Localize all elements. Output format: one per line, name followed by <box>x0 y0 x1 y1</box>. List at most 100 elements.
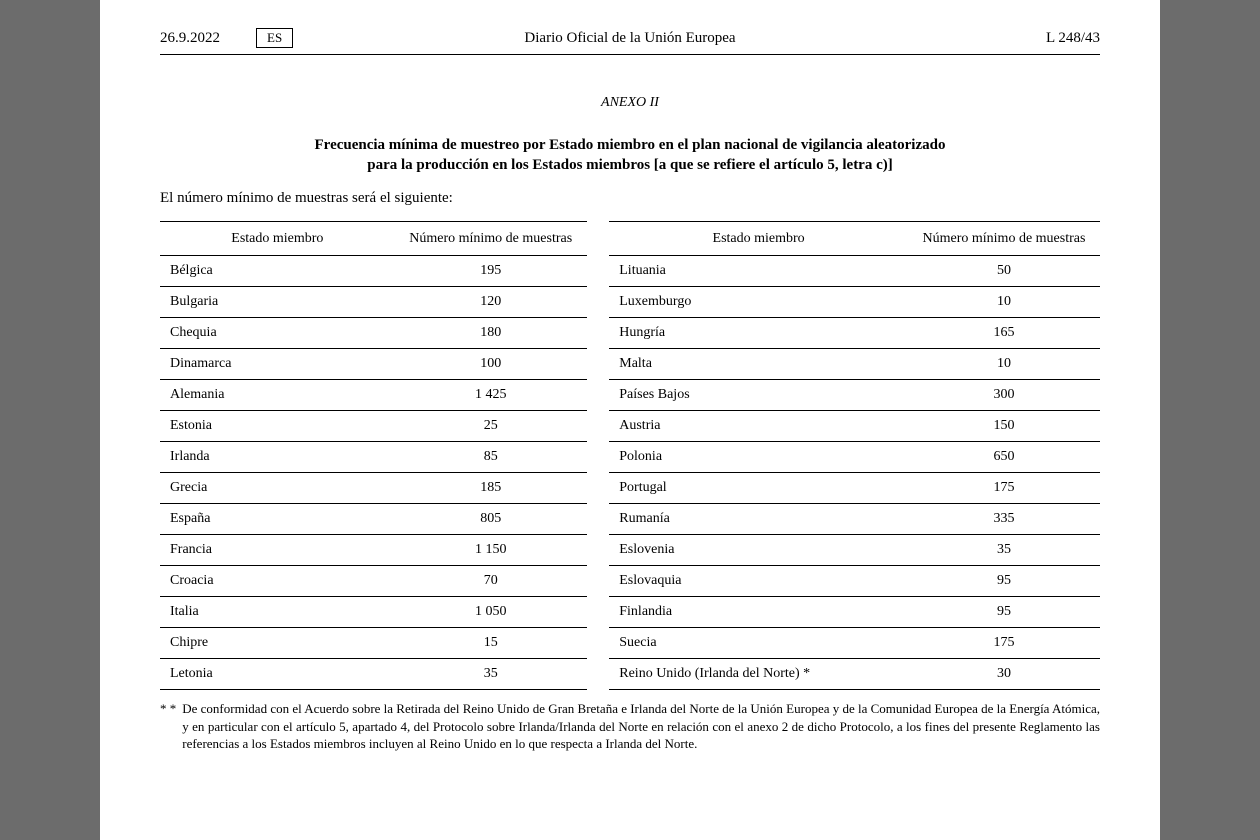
cell-samples-a: 85 <box>395 442 587 473</box>
cell-state-b: Eslovenia <box>609 535 908 566</box>
header-journal: Diario Oficial de la Unión Europea <box>524 30 735 47</box>
cell-state-a: Italia <box>160 597 395 628</box>
title-line-1: Frecuencia mínima de muestreo por Estado… <box>315 137 946 153</box>
table-row: España805Rumanía335 <box>160 504 1100 535</box>
cell-samples-b: 335 <box>908 504 1100 535</box>
cell-state-b: Eslovaquia <box>609 566 908 597</box>
table-row: Chequia180 Hungría165 <box>160 318 1100 349</box>
cell-samples-a: 70 <box>395 566 587 597</box>
cell-state-a: España <box>160 504 395 535</box>
samples-table: Estado miembro Número mínimo de muestras… <box>160 221 1100 691</box>
cell-state-b: Portugal <box>609 473 908 504</box>
cell-samples-a: 25 <box>395 411 587 442</box>
cell-gap <box>587 597 610 628</box>
cell-gap <box>587 535 610 566</box>
cell-samples-b: 50 <box>908 256 1100 287</box>
table-header-row: Estado miembro Número mínimo de muestras… <box>160 221 1100 256</box>
col-header-samples-a: Número mínimo de muestras <box>395 221 587 256</box>
cell-state-b: Malta <box>609 349 908 380</box>
annex-label: ANEXO II <box>160 95 1100 111</box>
cell-samples-a: 1 050 <box>395 597 587 628</box>
cell-samples-a: 1 150 <box>395 535 587 566</box>
cell-state-b: Austria <box>609 411 908 442</box>
cell-samples-a: 195 <box>395 256 587 287</box>
cell-samples-a: 35 <box>395 659 587 690</box>
cell-gap <box>587 380 610 411</box>
table-row: Dinamarca100 Malta10 <box>160 349 1100 380</box>
table-row: Francia1 150 Eslovenia35 <box>160 535 1100 566</box>
cell-gap <box>587 349 610 380</box>
header-language: ES <box>256 28 293 48</box>
table-row: Alemania1 425Países Bajos300 <box>160 380 1100 411</box>
col-header-state-a: Estado miembro <box>160 221 395 256</box>
cell-gap <box>587 628 610 659</box>
cell-samples-b: 30 <box>908 659 1100 690</box>
table-row: Irlanda85Polonia650 <box>160 442 1100 473</box>
col-header-state-b: Estado miembro <box>609 221 908 256</box>
cell-state-a: Chipre <box>160 628 395 659</box>
cell-gap <box>587 256 610 287</box>
cell-gap <box>587 566 610 597</box>
cell-samples-b: 300 <box>908 380 1100 411</box>
cell-samples-b: 95 <box>908 566 1100 597</box>
cell-state-b: Hungría <box>609 318 908 349</box>
cell-samples-a: 185 <box>395 473 587 504</box>
cell-samples-a: 15 <box>395 628 587 659</box>
cell-state-a: Chequia <box>160 318 395 349</box>
col-gap <box>587 221 610 256</box>
cell-samples-b: 95 <box>908 597 1100 628</box>
cell-state-a: Bélgica <box>160 256 395 287</box>
cell-state-a: Estonia <box>160 411 395 442</box>
cell-state-a: Grecia <box>160 473 395 504</box>
cell-samples-a: 120 <box>395 287 587 318</box>
page-header: 26.9.2022 ES Diario Oficial de la Unión … <box>160 28 1100 55</box>
cell-gap <box>587 473 610 504</box>
cell-state-a: Dinamarca <box>160 349 395 380</box>
table-row: Bulgaria120 Luxemburgo10 <box>160 287 1100 318</box>
cell-samples-a: 180 <box>395 318 587 349</box>
cell-gap <box>587 287 610 318</box>
cell-state-a: Francia <box>160 535 395 566</box>
table-row: Estonia25 Austria150 <box>160 411 1100 442</box>
cell-samples-a: 100 <box>395 349 587 380</box>
cell-state-a: Letonia <box>160 659 395 690</box>
cell-state-b: Reino Unido (Irlanda del Norte) * <box>609 659 908 690</box>
table-row: Chipre15 Suecia175 <box>160 628 1100 659</box>
cell-state-a: Bulgaria <box>160 287 395 318</box>
cell-gap <box>587 442 610 473</box>
header-page-ref: L 248/43 <box>1046 30 1100 47</box>
title-line-2: para la producción en los Estados miembr… <box>367 157 893 173</box>
cell-samples-b: 175 <box>908 473 1100 504</box>
footnote: * * De conformidad con el Acuerdo sobre … <box>160 700 1100 753</box>
col-header-samples-b: Número mínimo de muestras <box>908 221 1100 256</box>
cell-samples-b: 10 <box>908 287 1100 318</box>
cell-gap <box>587 318 610 349</box>
table-row: Croacia70 Eslovaquia95 <box>160 566 1100 597</box>
cell-state-b: Suecia <box>609 628 908 659</box>
cell-samples-b: 175 <box>908 628 1100 659</box>
table-row: Grecia185 Portugal175 <box>160 473 1100 504</box>
footnote-text: De conformidad con el Acuerdo sobre la R… <box>182 700 1100 753</box>
cell-state-a: Irlanda <box>160 442 395 473</box>
cell-samples-b: 10 <box>908 349 1100 380</box>
cell-state-b: Polonia <box>609 442 908 473</box>
cell-gap <box>587 504 610 535</box>
header-date: 26.9.2022 <box>160 30 220 47</box>
table-body: Bélgica195 Lituania50 Bulgaria120 Luxemburg… <box>160 256 1100 690</box>
cell-state-b: Países Bajos <box>609 380 908 411</box>
intro-text: El número mínimo de muestras será el sig… <box>160 190 1100 207</box>
cell-state-b: Lituania <box>609 256 908 287</box>
footnote-marker: * * <box>160 700 176 753</box>
cell-state-a: Alemania <box>160 380 395 411</box>
table-row: Bélgica195 Lituania50 <box>160 256 1100 287</box>
table-row: Italia1 050 Finlandia95 <box>160 597 1100 628</box>
cell-state-a: Croacia <box>160 566 395 597</box>
cell-state-b: Luxemburgo <box>609 287 908 318</box>
cell-state-b: Finlandia <box>609 597 908 628</box>
cell-samples-a: 805 <box>395 504 587 535</box>
cell-samples-b: 35 <box>908 535 1100 566</box>
main-title: Frecuencia mínima de muestreo por Estado… <box>160 135 1100 176</box>
cell-gap <box>587 411 610 442</box>
cell-samples-b: 150 <box>908 411 1100 442</box>
cell-samples-b: 165 <box>908 318 1100 349</box>
